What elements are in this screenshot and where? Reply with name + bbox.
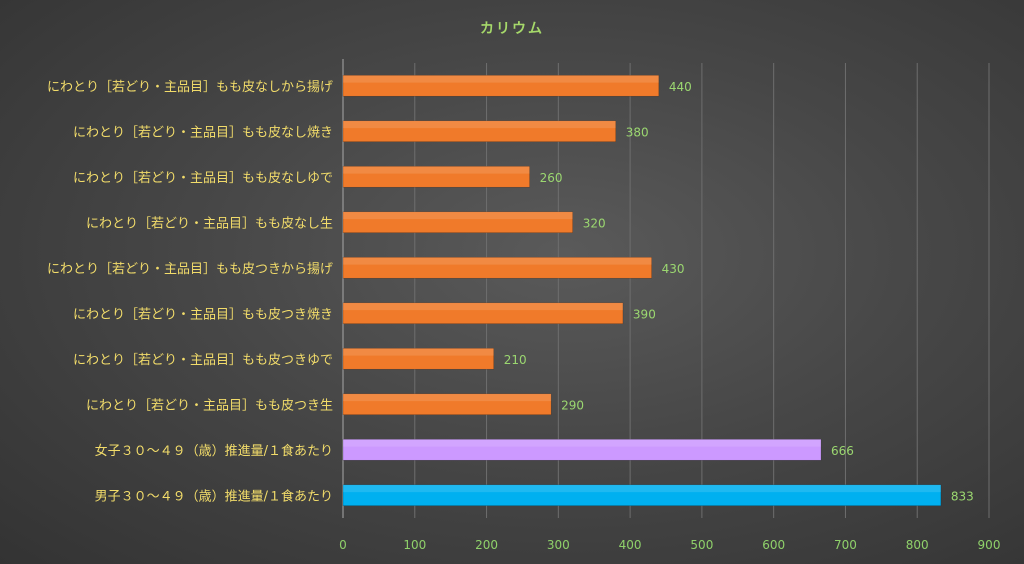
x-tick-label: 600 bbox=[762, 538, 785, 552]
bar-highlight bbox=[343, 439, 822, 447]
data-label: 210 bbox=[504, 353, 527, 367]
x-tick-label: 0 bbox=[339, 538, 347, 552]
bars bbox=[342, 75, 942, 506]
bar bbox=[342, 257, 652, 279]
x-tick-label: 300 bbox=[547, 538, 570, 552]
category-label: にわとり［若どり・主品目］もも皮つき生 bbox=[86, 397, 333, 413]
category-label: にわとり［若どり・主品目］もも皮なし焼き bbox=[73, 124, 333, 140]
chart-title: カリウム bbox=[480, 21, 544, 37]
data-label: 290 bbox=[561, 398, 584, 412]
bar bbox=[342, 302, 624, 324]
bar bbox=[342, 75, 660, 97]
bar-highlight bbox=[343, 393, 552, 402]
category-label: にわとり［若どり・主品目］もも皮つきから揚げ bbox=[47, 261, 333, 277]
bar bbox=[342, 166, 530, 188]
bar-highlight bbox=[343, 348, 494, 356]
data-label: 380 bbox=[626, 125, 649, 139]
labels: 0 100 200 300 400 500 600 700 800 900 にわとり［若どり・主品目… bbox=[47, 79, 1000, 552]
bar bbox=[342, 439, 822, 461]
bar-highlight bbox=[343, 75, 659, 83]
data-label: 430 bbox=[662, 262, 685, 276]
bar bbox=[342, 211, 573, 233]
x-tick-label: 800 bbox=[906, 538, 929, 552]
x-tick-label: 700 bbox=[834, 538, 857, 552]
category-label: にわとり［若どり・主品目］もも皮なし生 bbox=[86, 215, 333, 231]
data-label: 320 bbox=[583, 216, 606, 230]
bar-highlight bbox=[343, 120, 616, 129]
data-label: 260 bbox=[540, 171, 563, 185]
x-tick-label: 400 bbox=[619, 538, 642, 552]
category-label: 女子３０～４９（歳）推進量/１食あたり bbox=[95, 443, 333, 459]
data-label: 440 bbox=[669, 80, 692, 94]
category-label: にわとり［若どり・主品目］もも皮つき焼き bbox=[73, 306, 333, 322]
data-label: 390 bbox=[633, 307, 656, 321]
x-tick-label: 100 bbox=[403, 538, 426, 552]
category-label: にわとり［若どり・主品目］もも皮なしゆで bbox=[73, 170, 333, 186]
x-tick-label: 500 bbox=[690, 538, 713, 552]
bar bbox=[342, 348, 494, 370]
bar-highlight bbox=[343, 302, 623, 311]
data-label: 666 bbox=[831, 444, 854, 458]
bar-highlight bbox=[343, 484, 941, 493]
bar-highlight bbox=[343, 166, 530, 174]
category-label: にわとり［若どり・主品目］もも皮なしから揚げ bbox=[47, 79, 333, 95]
bar bbox=[342, 120, 617, 142]
bar-highlight bbox=[343, 211, 573, 220]
data-label: 833 bbox=[951, 489, 974, 503]
category-label: にわとり［若どり・主品目］もも皮つきゆで bbox=[73, 352, 333, 368]
bar-highlight bbox=[343, 257, 652, 265]
bar bbox=[342, 393, 552, 415]
category-label: 男子３０～４９（歳）推進量/１食あたり bbox=[95, 488, 333, 504]
x-tick-label: 900 bbox=[978, 538, 1001, 552]
bar bbox=[342, 484, 942, 506]
x-tick-label: 200 bbox=[475, 538, 498, 552]
